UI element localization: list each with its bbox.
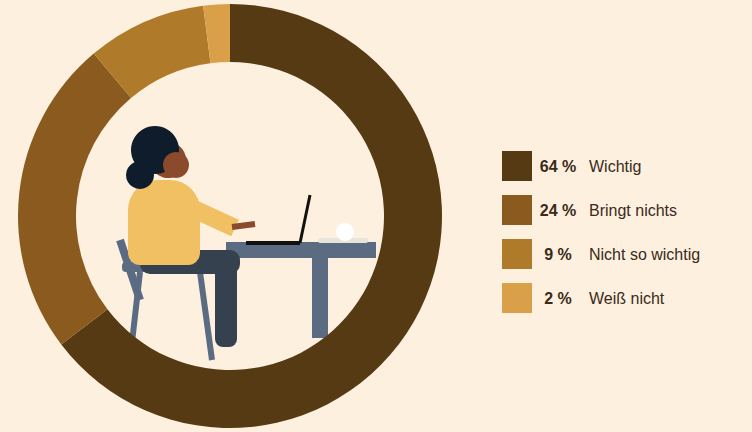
svg-text:2 %: 2 % xyxy=(544,290,572,307)
svg-text:64 %: 64 % xyxy=(540,158,576,175)
svg-text:Nicht so wichtig: Nicht so wichtig xyxy=(589,246,700,263)
svg-text:9 %: 9 % xyxy=(544,246,572,263)
svg-text:Weiß nicht: Weiß nicht xyxy=(589,290,665,307)
svg-text:24 %: 24 % xyxy=(540,202,576,219)
svg-text:Bringt nichts: Bringt nichts xyxy=(589,202,677,219)
svg-text:Wichtig: Wichtig xyxy=(589,158,641,175)
